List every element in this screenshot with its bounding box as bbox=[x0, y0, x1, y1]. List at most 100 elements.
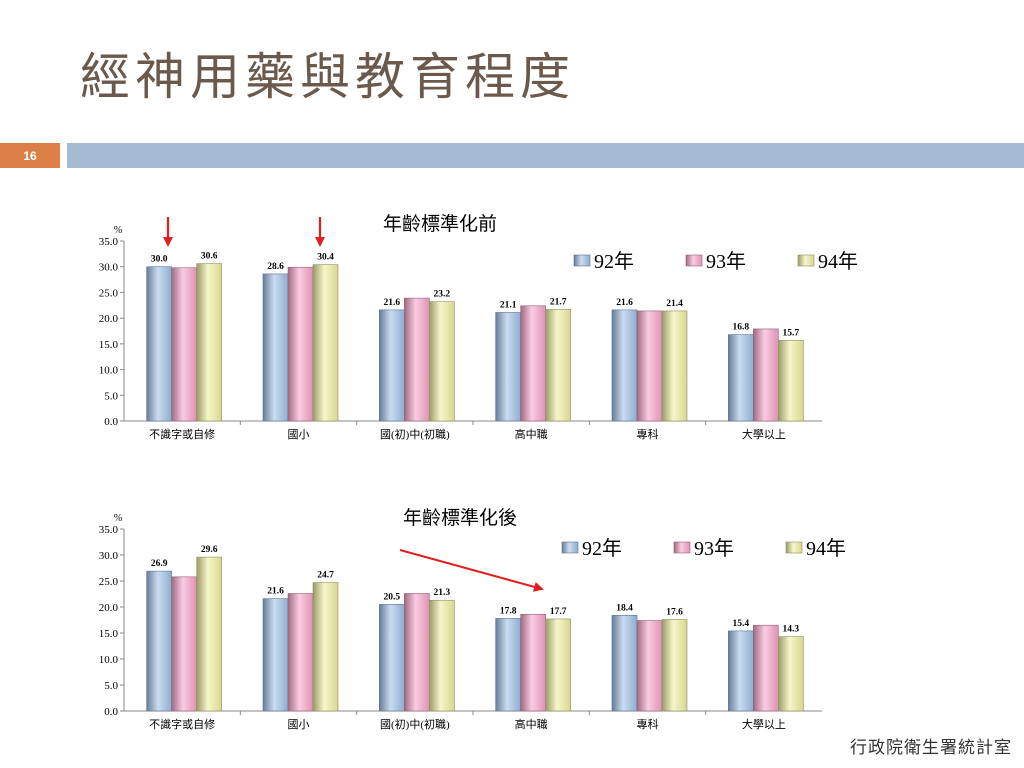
data-label: 21.7 bbox=[550, 297, 567, 307]
bar bbox=[520, 613, 546, 712]
bar bbox=[287, 266, 314, 422]
bar bbox=[429, 599, 455, 712]
footer-source: 行政院衛生署統計室 bbox=[850, 738, 1012, 758]
data-label: 29.6 bbox=[201, 545, 218, 555]
y-tick-label: 0.0 bbox=[104, 416, 118, 428]
y-tick-label: 20.0 bbox=[99, 313, 119, 325]
data-label: 17.7 bbox=[550, 607, 567, 617]
chart-title: 年齡標準化後 bbox=[403, 507, 517, 529]
bar bbox=[171, 267, 197, 422]
y-tick-label: 25.0 bbox=[99, 576, 119, 588]
data-label: 21.6 bbox=[616, 298, 633, 308]
bar bbox=[262, 273, 289, 422]
y-tick-label: 25.0 bbox=[99, 287, 119, 299]
chart-title: 年齡標準化前 bbox=[383, 213, 497, 235]
legend-label: 94年 bbox=[806, 537, 846, 560]
bar bbox=[262, 598, 289, 712]
y-tick-label: 5.0 bbox=[104, 680, 118, 692]
bar bbox=[495, 618, 521, 712]
data-label: 17.8 bbox=[500, 606, 517, 616]
legend-swatch bbox=[561, 541, 579, 554]
bar bbox=[146, 570, 172, 712]
y-tick-label: 30.0 bbox=[99, 262, 119, 274]
bar bbox=[196, 263, 222, 422]
legend-label: 93年 bbox=[706, 250, 746, 273]
y-tick-label: 15.0 bbox=[99, 339, 119, 351]
x-tick-label: 國小 bbox=[288, 718, 310, 731]
data-label: 16.8 bbox=[733, 323, 750, 333]
x-tick-label: 國(初)中(初職) bbox=[380, 717, 450, 731]
y-tick-label: 10.0 bbox=[99, 654, 119, 666]
bar bbox=[312, 264, 339, 422]
data-label: 17.6 bbox=[666, 607, 683, 617]
bar bbox=[778, 339, 804, 422]
data-label: 24.7 bbox=[317, 571, 334, 581]
y-tick-label: 35.0 bbox=[99, 524, 119, 536]
bar bbox=[146, 266, 172, 422]
data-label: 21.6 bbox=[267, 587, 284, 597]
x-tick-label: 國(初)中(初職) bbox=[380, 427, 450, 441]
x-tick-label: 專科 bbox=[637, 427, 659, 441]
x-tick-label: 大學以上 bbox=[742, 717, 786, 731]
bar bbox=[379, 604, 405, 712]
data-label: 30.4 bbox=[317, 253, 334, 263]
legend-swatch bbox=[573, 254, 591, 267]
x-tick-label: 大學以上 bbox=[742, 427, 786, 441]
bar bbox=[728, 334, 754, 422]
bar bbox=[778, 636, 804, 712]
y-tick-label: 30.0 bbox=[99, 550, 119, 562]
page-title: 經神用藥與教育程度 bbox=[80, 48, 575, 106]
bar bbox=[545, 618, 571, 712]
bar bbox=[661, 619, 688, 712]
bar bbox=[495, 312, 521, 422]
bar bbox=[636, 310, 663, 422]
data-label: 21.1 bbox=[500, 300, 517, 310]
x-tick-label: 專科 bbox=[637, 717, 659, 731]
page-number-badge: 16 bbox=[0, 143, 60, 168]
bar bbox=[636, 620, 663, 712]
x-tick-label: 國小 bbox=[288, 428, 310, 441]
data-label: 30.0 bbox=[151, 255, 168, 265]
y-tick-label: 35.0 bbox=[99, 236, 119, 248]
y-tick-label: 20.0 bbox=[99, 602, 119, 614]
bar bbox=[661, 310, 688, 422]
bar bbox=[753, 624, 779, 712]
data-label: 21.6 bbox=[384, 298, 401, 308]
x-tick-label: 不識字或自修 bbox=[149, 717, 215, 731]
legend-swatch bbox=[685, 254, 703, 267]
legend-swatch bbox=[673, 541, 691, 554]
data-label: 20.5 bbox=[384, 592, 401, 602]
data-label: 28.6 bbox=[267, 262, 284, 272]
y-tick-label: 5.0 bbox=[104, 390, 118, 402]
bar bbox=[753, 328, 779, 422]
data-label: 30.6 bbox=[201, 252, 218, 262]
annotation-arrow bbox=[399, 549, 544, 592]
bar bbox=[520, 305, 546, 422]
bar bbox=[404, 593, 430, 712]
data-label: 18.4 bbox=[616, 603, 633, 613]
bar bbox=[287, 593, 314, 712]
bar bbox=[379, 309, 405, 422]
page-number: 16 bbox=[23, 148, 37, 163]
x-tick-label: 高中職 bbox=[515, 427, 548, 441]
bar bbox=[404, 297, 430, 422]
y-axis-unit: % bbox=[114, 513, 122, 524]
legend-swatch bbox=[785, 541, 803, 554]
legend-label: 92年 bbox=[594, 250, 634, 273]
legend-label: 94年 bbox=[818, 250, 858, 273]
y-tick-label: 10.0 bbox=[99, 365, 119, 377]
data-label: 26.9 bbox=[151, 559, 168, 569]
data-label: 15.7 bbox=[783, 328, 800, 338]
bar bbox=[312, 582, 339, 712]
title-bar bbox=[67, 143, 1024, 168]
x-tick-label: 高中職 bbox=[515, 717, 548, 731]
bar bbox=[728, 630, 754, 712]
bar bbox=[196, 556, 222, 712]
data-label: 21.3 bbox=[434, 588, 451, 598]
bar bbox=[171, 576, 197, 712]
data-label: 21.4 bbox=[666, 299, 683, 309]
bar bbox=[611, 615, 638, 712]
bar bbox=[429, 301, 455, 422]
